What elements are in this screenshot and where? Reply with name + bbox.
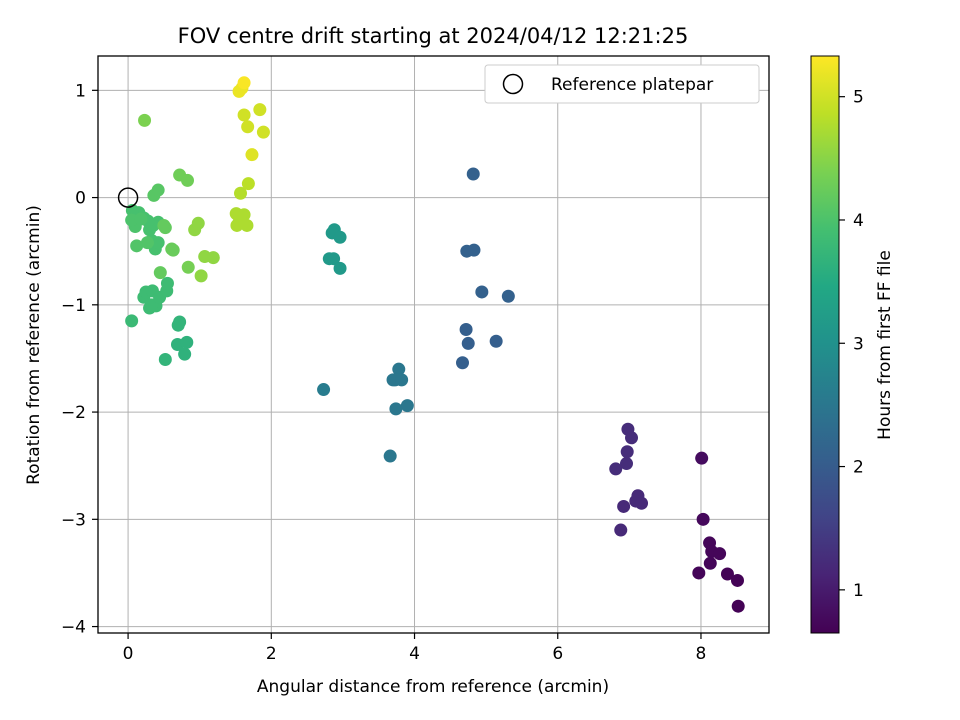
data-point bbox=[181, 173, 195, 187]
y-tick-label: −2 bbox=[61, 403, 86, 423]
x-axis-ticks: 0 2 4 6 8 bbox=[123, 633, 707, 664]
data-point bbox=[720, 567, 734, 581]
data-point bbox=[140, 236, 154, 250]
data-point bbox=[234, 186, 248, 200]
data-point bbox=[459, 322, 473, 336]
legend-box bbox=[484, 64, 760, 104]
data-point bbox=[461, 336, 475, 350]
data-point bbox=[245, 148, 259, 162]
data-point bbox=[171, 318, 185, 332]
data-point bbox=[456, 356, 470, 370]
data-point bbox=[125, 314, 139, 328]
y-tick-label: 1 bbox=[75, 81, 86, 101]
y-axis-label: Rotation from reference (arcmin) bbox=[24, 205, 44, 485]
x-tick-label: 2 bbox=[266, 644, 277, 664]
data-point bbox=[731, 599, 745, 613]
x-tick-label: 0 bbox=[123, 644, 134, 664]
data-point bbox=[194, 269, 208, 283]
data-point bbox=[333, 261, 347, 275]
data-point bbox=[230, 218, 244, 232]
x-tick-label: 6 bbox=[552, 644, 563, 664]
x-tick-label: 4 bbox=[409, 644, 420, 664]
legend-label: Reference platepar bbox=[551, 75, 713, 95]
data-point bbox=[191, 216, 205, 230]
reference-marker bbox=[117, 187, 139, 208]
data-point bbox=[158, 353, 172, 367]
data-point bbox=[178, 347, 192, 361]
y-tick-label: −4 bbox=[61, 618, 86, 638]
data-point bbox=[614, 523, 628, 537]
x-axis-label: Angular distance from reference (arcmin) bbox=[257, 677, 609, 697]
y-tick-label: −3 bbox=[61, 510, 86, 530]
data-point bbox=[619, 457, 633, 471]
data-point bbox=[130, 239, 144, 253]
data-point bbox=[253, 103, 267, 117]
data-point bbox=[620, 445, 634, 459]
data-point bbox=[392, 362, 406, 376]
data-point bbox=[703, 556, 717, 570]
data-point bbox=[395, 373, 409, 387]
colorbar-ticks: 1 2 3 4 5 bbox=[839, 88, 864, 601]
data-point bbox=[383, 449, 397, 463]
colorbar bbox=[810, 55, 840, 634]
colorbar-label: Hours from first FF file bbox=[875, 250, 895, 440]
data-point bbox=[138, 113, 152, 127]
y-tick-label: 0 bbox=[75, 189, 86, 209]
data-point bbox=[237, 76, 251, 90]
y-tick-label: −1 bbox=[61, 296, 86, 316]
colorbar-tick-label: 5 bbox=[853, 88, 864, 108]
data-point bbox=[158, 221, 172, 235]
data-points bbox=[125, 76, 745, 613]
data-point bbox=[696, 512, 710, 526]
colorbar-tick-label: 4 bbox=[853, 211, 864, 231]
data-point bbox=[501, 289, 515, 303]
data-point bbox=[475, 285, 489, 299]
data-point bbox=[241, 120, 255, 134]
reference-platepar-marker bbox=[117, 187, 139, 208]
chart-title: FOV centre drift starting at 2024/04/12 … bbox=[178, 24, 689, 48]
data-point bbox=[617, 499, 631, 513]
data-point bbox=[180, 335, 194, 349]
data-point bbox=[237, 108, 251, 122]
data-point bbox=[625, 431, 639, 445]
data-point bbox=[695, 451, 709, 465]
data-point bbox=[153, 266, 167, 280]
data-point bbox=[134, 212, 148, 226]
data-point bbox=[713, 547, 727, 561]
plot-frame bbox=[97, 55, 770, 634]
legend-marker bbox=[502, 73, 524, 95]
data-point bbox=[160, 276, 174, 290]
data-point bbox=[692, 566, 706, 580]
data-point bbox=[489, 334, 503, 348]
data-point bbox=[181, 260, 195, 274]
data-point bbox=[151, 183, 165, 197]
data-point bbox=[467, 243, 481, 257]
data-point bbox=[317, 383, 331, 397]
data-point bbox=[333, 230, 347, 244]
data-point bbox=[240, 218, 254, 232]
colorbar-tick-label: 3 bbox=[853, 334, 864, 354]
grid bbox=[98, 56, 769, 633]
data-point bbox=[389, 402, 403, 416]
y-axis-ticks: 1 0 −1 −2 −3 −4 bbox=[61, 81, 98, 638]
x-tick-label: 8 bbox=[696, 644, 707, 664]
data-point bbox=[241, 177, 255, 191]
data-point bbox=[635, 496, 649, 510]
colorbar-tick-label: 2 bbox=[853, 458, 864, 478]
data-point bbox=[609, 462, 623, 476]
data-point bbox=[206, 251, 220, 265]
data-point bbox=[256, 125, 270, 139]
data-point bbox=[730, 573, 744, 587]
data-point bbox=[166, 243, 180, 257]
data-point bbox=[151, 236, 165, 250]
legend: Reference platepar bbox=[484, 64, 760, 104]
data-point bbox=[466, 167, 480, 181]
colorbar-tick-label: 1 bbox=[853, 581, 864, 601]
data-point bbox=[400, 399, 414, 413]
data-point bbox=[327, 252, 341, 266]
